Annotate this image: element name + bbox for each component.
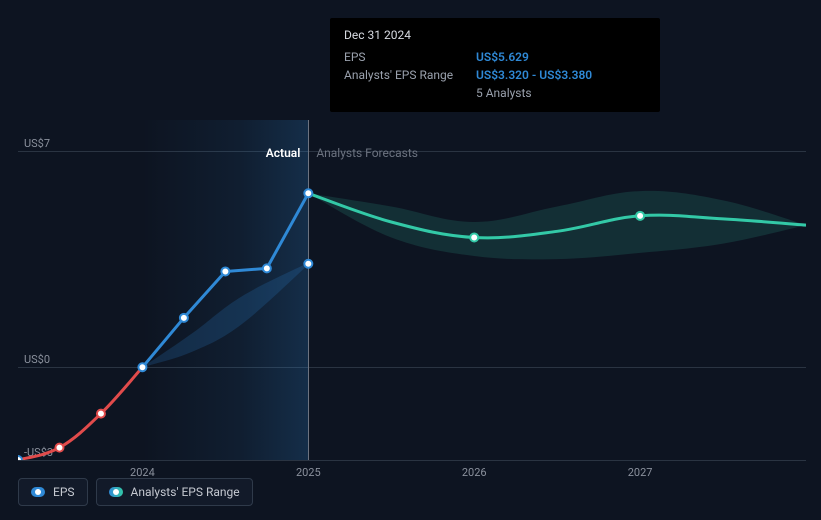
x-tick-label: 2025: [296, 466, 321, 479]
analysts-range-band-actual: [142, 263, 308, 368]
legend-item[interactable]: EPS: [18, 478, 88, 506]
tooltip-row: EPS US$5.629: [344, 48, 646, 66]
tooltip-row-value: US$3.320 - US$3.380: [476, 66, 592, 84]
legend: EPS Analysts' EPS Range: [18, 478, 253, 506]
x-tick-label: 2026: [462, 466, 487, 479]
tooltip-row-value: US$5.629: [476, 48, 529, 66]
legend-swatch-icon: [109, 487, 123, 497]
tooltip-row-key: EPS: [344, 48, 462, 66]
tooltip-analyst-count: 5 Analysts: [476, 86, 646, 100]
tooltip-row-key: Analysts' EPS Range: [344, 66, 462, 84]
eps-marker: [18, 456, 22, 460]
legend-label: EPS: [53, 485, 75, 499]
chart-plot-area: US$7US$0-US$3 Actual Analysts Forecasts …: [18, 120, 806, 460]
eps-marker: [221, 267, 229, 275]
eps-marker: [97, 410, 105, 418]
eps-forecast-marker: [470, 233, 478, 241]
legend-swatch-icon: [31, 487, 45, 497]
plot-svg[interactable]: [18, 120, 806, 460]
legend-item[interactable]: Analysts' EPS Range: [96, 478, 253, 506]
y-gridline: [18, 460, 806, 461]
eps-marker: [55, 444, 63, 452]
eps-marker: [263, 264, 271, 272]
eps-line-negative: [18, 367, 142, 460]
eps-marker: [180, 314, 188, 322]
hover-tooltip: Dec 31 2024 EPSUS$5.629Analysts' EPS Ran…: [330, 18, 660, 112]
forecast-band: [308, 191, 806, 259]
analysts-range-marker: [304, 260, 312, 268]
eps-forecast-marker: [636, 212, 644, 220]
eps-marker: [304, 189, 312, 197]
tooltip-date: Dec 31 2024: [344, 28, 646, 42]
tooltip-row: Analysts' EPS Range US$3.320 - US$3.380: [344, 66, 646, 84]
x-tick-label: 2027: [628, 466, 653, 479]
eps-marker: [138, 363, 146, 371]
legend-label: Analysts' EPS Range: [131, 485, 240, 499]
